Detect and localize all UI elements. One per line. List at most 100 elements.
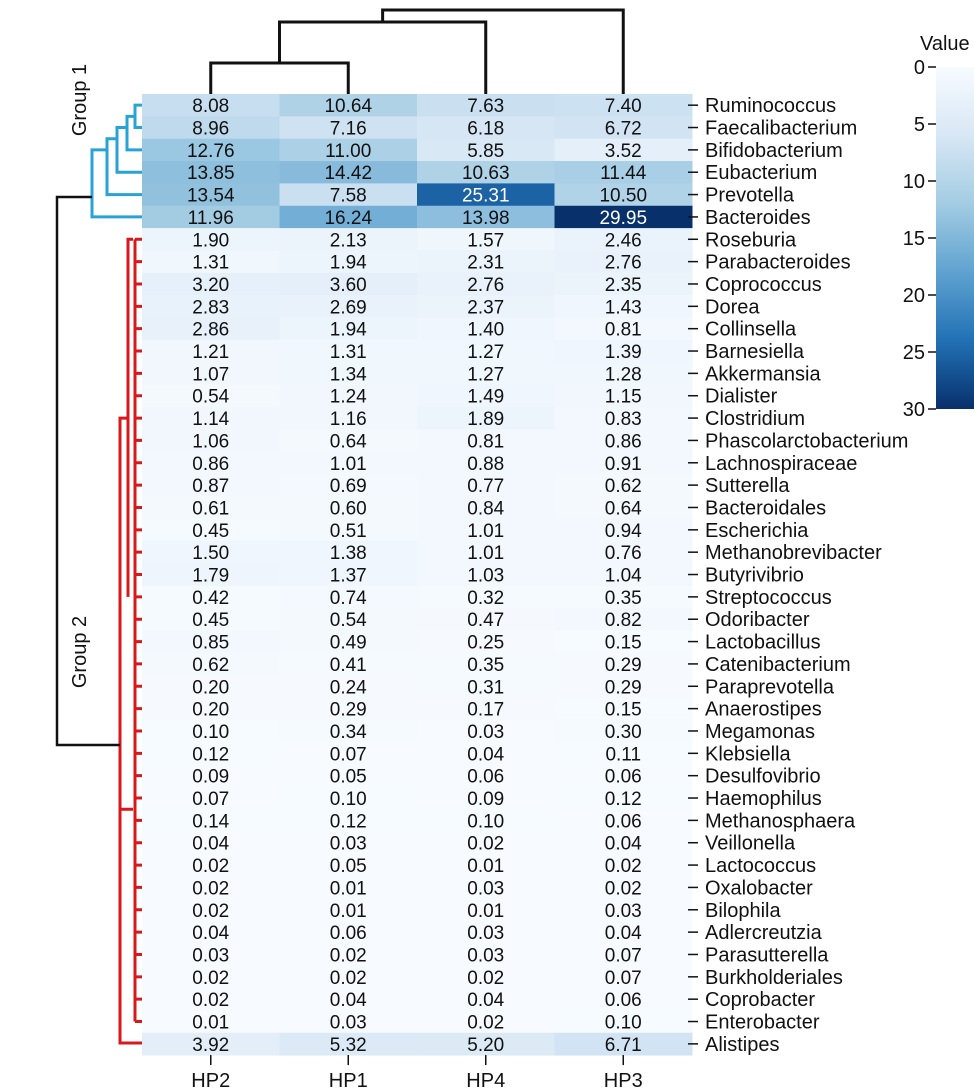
heatmap-cell <box>279 630 418 654</box>
heatmap-cell <box>142 608 280 631</box>
cell-value: 0.45 <box>192 610 229 631</box>
heatmap-cell <box>554 362 693 386</box>
cell-value: 29.95 <box>599 208 647 229</box>
cell-value: 2.86 <box>192 320 229 341</box>
cell-value: 7.16 <box>330 119 367 140</box>
heatmap-cell <box>554 250 693 274</box>
cell-value: 0.06 <box>605 767 642 788</box>
cell-value: 1.50 <box>192 543 229 564</box>
heatmap-cell <box>417 585 555 609</box>
heatmap-cell <box>142 697 280 721</box>
heatmap-cell <box>142 518 280 542</box>
heatmap-cell <box>417 272 555 296</box>
row-label: Prevotella <box>705 185 795 207</box>
heatmap-cell <box>279 406 418 430</box>
cell-value: 0.10 <box>330 789 367 810</box>
heatmap-cell <box>279 920 418 944</box>
cell-value: 0.06 <box>605 811 642 832</box>
heatmap-cell <box>417 920 555 944</box>
cell-value: 0.31 <box>467 677 504 698</box>
column-dendrogram <box>209 8 625 94</box>
row-label: Burkholderiales <box>705 967 843 989</box>
cell-value: 0.41 <box>330 655 367 676</box>
row-label: Bacteroidales <box>705 497 826 519</box>
heatmap-cell <box>279 965 418 989</box>
cell-value: 1.16 <box>330 409 367 430</box>
heatmap-cell <box>554 920 693 944</box>
heatmap-cell <box>417 675 555 698</box>
heatmap-cell <box>554 853 693 877</box>
heatmap-cell <box>279 518 418 542</box>
cell-value: 0.03 <box>467 945 504 966</box>
heatmap-cell <box>142 183 280 207</box>
heatmap-cell <box>142 563 280 587</box>
row-label: Methanosphaera <box>705 810 856 832</box>
heatmap-cell <box>279 719 418 743</box>
row-dendrogram <box>55 103 142 1045</box>
heatmap-cells: 8.08 10.64 7.63 7.40 8.96 7.16 6.18 6.72 12.76 11… <box>142 94 693 1056</box>
heatmap-cell <box>142 876 280 900</box>
heatmap-cell <box>142 94 280 117</box>
cell-value: 0.76 <box>605 543 642 564</box>
cell-value: 0.86 <box>605 431 642 452</box>
row-label: Adlercreutzia <box>705 922 823 944</box>
row-label: Anaerostipes <box>705 699 822 721</box>
heatmap-cell <box>279 250 418 274</box>
cell-value: 7.40 <box>605 96 642 117</box>
cell-value: 3.60 <box>330 275 367 296</box>
heatmap-cell <box>554 161 693 184</box>
heatmap-cell <box>417 988 555 1011</box>
heatmap-cell <box>142 965 280 989</box>
cell-value: 0.87 <box>192 476 229 497</box>
heatmap-cell <box>417 1010 555 1034</box>
heatmap-cell <box>417 116 555 140</box>
heatmap-cell <box>142 719 280 743</box>
row-label: Bacteroides <box>705 207 811 229</box>
heatmap-cell <box>279 853 418 877</box>
cell-value: 0.02 <box>330 945 367 966</box>
heatmap-cell <box>554 563 693 587</box>
row-label: Parasutterella <box>705 944 829 966</box>
cell-value: 0.34 <box>330 722 367 743</box>
heatmap-cell <box>417 652 555 676</box>
cell-value: 0.06 <box>605 990 642 1011</box>
cell-value: 2.83 <box>192 297 229 318</box>
row-label: Lachnospiraceae <box>705 453 857 475</box>
heatmap-cell <box>417 429 555 453</box>
cell-value: 1.79 <box>192 566 229 587</box>
cell-value: 0.06 <box>467 767 504 788</box>
dendrogram-branch <box>90 148 142 219</box>
cell-value: 11.96 <box>188 208 234 229</box>
cell-value: 0.20 <box>192 677 229 698</box>
cell-value: 0.02 <box>192 968 229 989</box>
heatmap-cell <box>554 473 693 497</box>
cell-value: 5.32 <box>330 1035 367 1056</box>
heatmap-cell <box>142 630 280 654</box>
cell-value: 1.27 <box>467 342 504 363</box>
row-label: Oxalobacter <box>705 877 813 899</box>
heatmap-cell <box>142 831 280 855</box>
heatmap-cell <box>142 339 280 363</box>
heatmap-cell <box>142 429 280 453</box>
row-label: Catenibacterium <box>705 654 851 676</box>
cell-value: 2.35 <box>605 275 642 296</box>
heatmap-cell <box>554 317 693 341</box>
cell-value: 0.20 <box>192 700 229 721</box>
cell-value: 1.28 <box>605 364 642 385</box>
colorbar-tick-label: 30 <box>903 399 925 421</box>
heatmap-cell <box>279 652 418 676</box>
heatmap-cell <box>417 898 555 922</box>
heatmap-cell <box>279 585 418 609</box>
cell-value: 1.15 <box>605 387 642 408</box>
heatmap-cell <box>279 675 418 698</box>
heatmap-cell <box>142 809 280 833</box>
cell-value: 2.76 <box>605 253 642 274</box>
row-label: Desulfovibrio <box>705 766 821 788</box>
heatmap-cell <box>142 1032 280 1056</box>
heatmap-cell <box>417 496 555 520</box>
cell-value: 0.07 <box>330 744 367 765</box>
row-label: Bilophila <box>705 900 781 922</box>
cell-value: 1.39 <box>605 342 642 363</box>
heatmap-cell <box>417 943 555 967</box>
row-label: Sutterella <box>705 475 790 497</box>
